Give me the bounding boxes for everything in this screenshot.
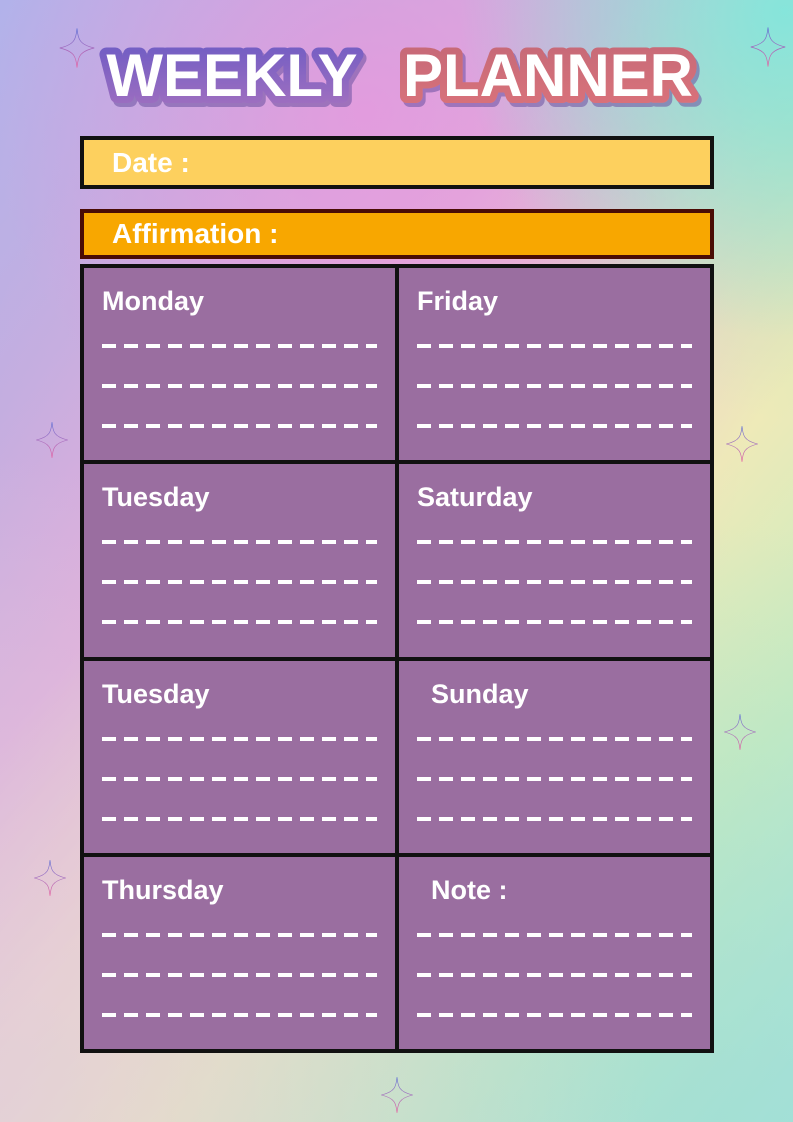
svg-text:PLANNER: PLANNER	[403, 42, 693, 109]
svg-text:WEEKLY: WEEKLY	[106, 42, 357, 109]
